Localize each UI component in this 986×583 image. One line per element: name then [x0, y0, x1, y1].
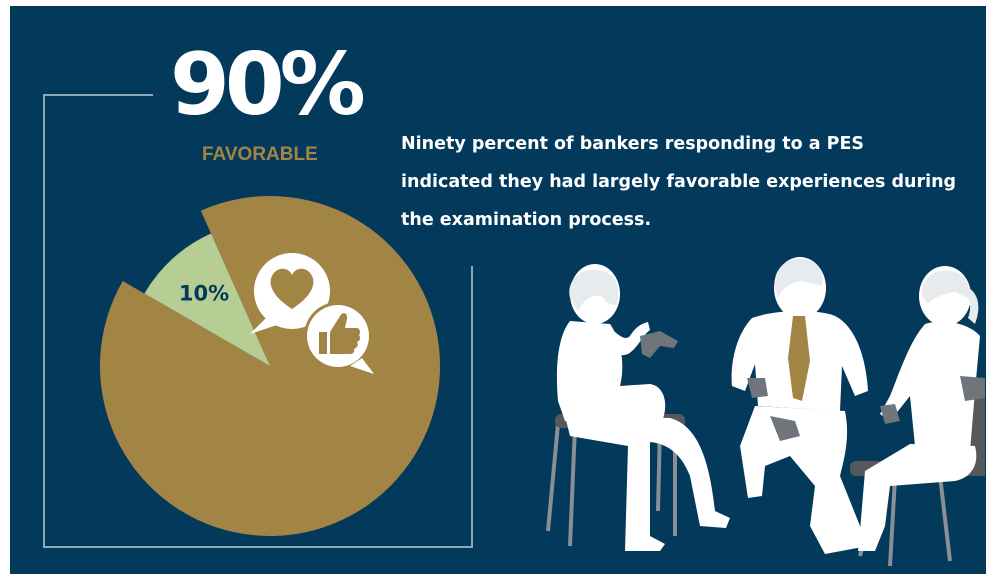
heart-speech-bubble-icon	[250, 253, 330, 334]
infographic-panel: 90% FAVORABLE Ninety percent of bankers …	[10, 6, 986, 574]
headline-percent: 90%	[170, 35, 366, 135]
thumbs-up-speech-bubble-icon	[304, 302, 374, 374]
frame-line-left	[43, 94, 45, 547]
description-text: Ninety percent of bankers responding to …	[401, 134, 957, 230]
frame-line-top	[43, 94, 153, 96]
pie-slice-minor-label: 10%	[179, 282, 229, 306]
pie-chart: 10%	[100, 196, 440, 536]
frame-line-right	[471, 266, 473, 548]
person-middle	[731, 257, 868, 554]
person-right	[858, 266, 985, 551]
frame-line-bottom	[43, 546, 473, 548]
headline-label: FAVORABLE	[202, 144, 318, 165]
person-left	[556, 264, 730, 551]
pie-slice-minor	[144, 233, 270, 366]
people-silhouettes	[546, 257, 985, 567]
